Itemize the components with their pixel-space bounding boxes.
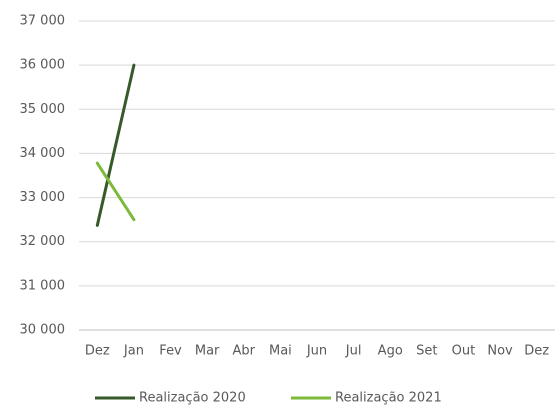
x-tick-label: Jan: [123, 344, 144, 359]
y-tick-label: 33 000: [20, 190, 66, 205]
legend-label: Realização 2021: [335, 391, 442, 406]
x-tick-label: Out: [452, 344, 476, 359]
y-tick-label: 31 000: [20, 278, 66, 293]
legend-label: Realização 2020: [139, 391, 246, 406]
x-tick-label: Dez: [524, 344, 549, 359]
x-tick-label: Fev: [159, 344, 182, 359]
series-line: [95, 161, 136, 222]
y-tick-label: 37 000: [20, 14, 66, 29]
x-tick-label: Mai: [269, 344, 292, 359]
x-tick-label: Nov: [487, 344, 513, 359]
x-tick-label: Dez: [85, 344, 110, 359]
x-tick-label: Jul: [345, 344, 362, 359]
y-tick-label: 36 000: [20, 58, 66, 73]
y-tick-label: 35 000: [20, 102, 66, 117]
y-tick-label: 32 000: [20, 234, 66, 249]
x-tick-label: Ago: [378, 344, 403, 359]
x-tick-label: Abr: [233, 344, 256, 359]
y-tick-label: 34 000: [20, 146, 66, 161]
series-line: [95, 63, 136, 227]
x-tick-label: Mar: [195, 344, 220, 359]
y-tick-label: 30 000: [20, 323, 66, 338]
x-tick-label: Set: [416, 344, 437, 359]
x-tick-label: Jun: [306, 344, 327, 359]
